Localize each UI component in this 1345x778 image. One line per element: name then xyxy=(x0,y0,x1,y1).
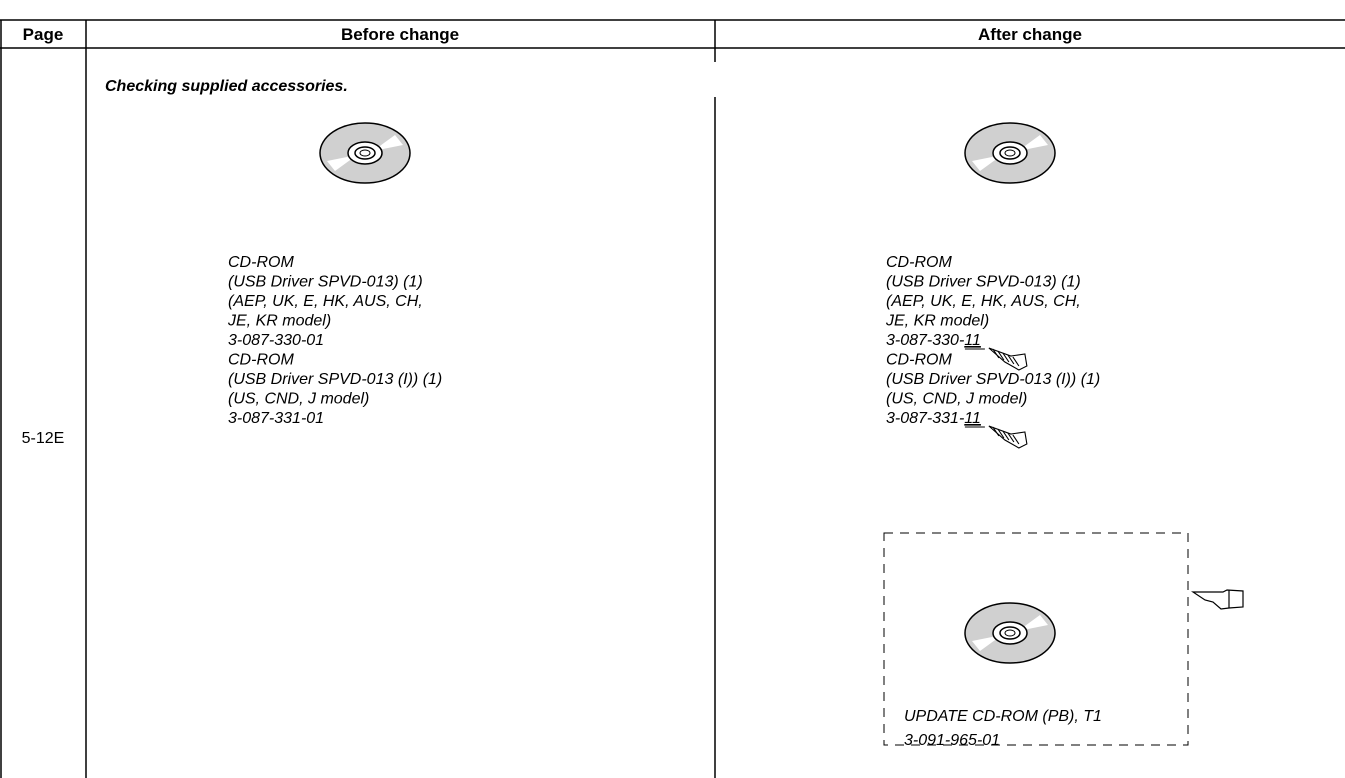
before-line: 3-087-331-01 xyxy=(228,410,324,427)
after-line: JE, KR model) xyxy=(885,313,989,330)
before-line: (USB Driver SPVD-013 (I)) (1) xyxy=(228,371,442,388)
added-item-line: 3-091-965-01 xyxy=(904,732,1000,749)
hand-hatch xyxy=(1002,352,1010,363)
hand-hatch xyxy=(1012,356,1020,367)
after-line: (USB Driver SPVD-013) (1) xyxy=(886,274,1081,291)
cd-shine xyxy=(972,135,1048,171)
cd-hole-inner xyxy=(1004,149,1016,157)
before-line: (US, CND, J model) xyxy=(228,391,369,408)
added-box xyxy=(883,532,1189,746)
after-line: (AEP, UK, E, HK, AUS, CH, xyxy=(886,293,1081,310)
after-line: 3-087-331-11 xyxy=(886,410,981,427)
after-line: 3-087-330-11 xyxy=(886,332,981,349)
header-page: Page xyxy=(23,25,64,44)
before-line: CD-ROM xyxy=(228,254,294,271)
after-line: CD-ROM xyxy=(886,352,952,369)
revision-hand xyxy=(988,347,1028,371)
table-grid xyxy=(0,19,1345,778)
hand-hatch xyxy=(1002,430,1010,441)
revised-text: 11 xyxy=(964,332,981,349)
hand-hatch xyxy=(1007,432,1015,443)
hand-hatch xyxy=(992,426,1000,437)
cd-icon xyxy=(964,602,1056,664)
before-line: JE, KR model) xyxy=(227,313,331,330)
pointing-hand xyxy=(1191,589,1244,610)
header-before: Before change xyxy=(341,25,459,44)
after-line: (US, CND, J model) xyxy=(886,391,1027,408)
cd-shine xyxy=(327,135,403,171)
cd-icon xyxy=(964,122,1056,184)
revision-hand xyxy=(988,425,1028,449)
header-after: After change xyxy=(978,25,1082,44)
before-line: 3-087-330-01 xyxy=(228,332,324,349)
revised-text: 11 xyxy=(964,410,981,427)
hand-hatch xyxy=(1007,354,1015,365)
hand-hatch xyxy=(1012,434,1020,445)
added-item-line: UPDATE CD-ROM (PB), T1 xyxy=(904,708,1102,725)
cd-hole-inner xyxy=(1004,629,1016,637)
cd-shine xyxy=(972,615,1048,651)
cd-hole-inner xyxy=(359,149,371,157)
after-line: CD-ROM xyxy=(886,254,952,271)
line-text: 3-087-330- xyxy=(886,332,964,349)
after-line: (USB Driver SPVD-013 (I)) (1) xyxy=(886,371,1100,388)
cd-icon xyxy=(319,122,411,184)
line-text: 3-087-331- xyxy=(886,410,964,427)
before-line: CD-ROM xyxy=(228,352,294,369)
before-line: (AEP, UK, E, HK, AUS, CH, xyxy=(228,293,423,310)
hand-hatch xyxy=(997,428,1005,439)
page-number: 5-12E xyxy=(22,430,65,447)
before-line: (USB Driver SPVD-013) (1) xyxy=(228,274,423,291)
hand-hatch xyxy=(992,348,1000,359)
section-title: Checking supplied accessories. xyxy=(105,78,348,95)
hand-hatch xyxy=(997,350,1005,361)
